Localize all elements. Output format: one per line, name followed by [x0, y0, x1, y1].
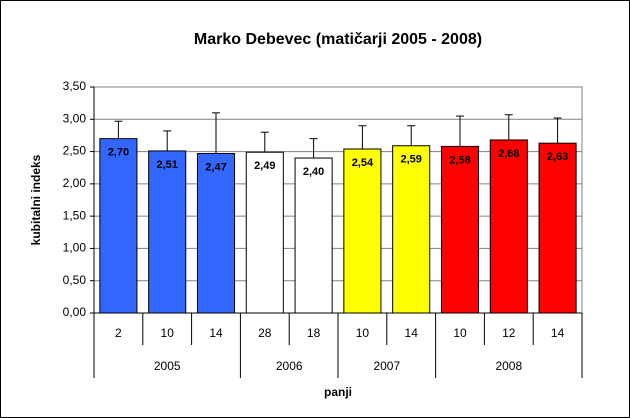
value-label: 2,59: [400, 154, 421, 166]
bar: [148, 150, 187, 314]
y-tick-label: 3,50: [63, 79, 87, 93]
x-tick-label: 10: [161, 326, 175, 340]
x-tick-label: 14: [405, 326, 419, 340]
x-tick-label: 10: [453, 326, 467, 340]
chart-title: Marko Debevec (matičarji 2005 - 2008): [194, 31, 482, 48]
bar: [99, 138, 138, 314]
bar: [440, 145, 480, 314]
group-label: 2008: [495, 359, 522, 373]
value-label: 2,70: [108, 147, 129, 159]
y-tick-label: 3,00: [63, 111, 87, 125]
bar: [538, 142, 577, 314]
x-tick-label: 10: [356, 326, 370, 340]
bar: [392, 145, 431, 314]
y-tick-label: 1,50: [63, 208, 87, 222]
x-tick-label: 18: [307, 326, 321, 340]
value-label: 2,49: [254, 160, 275, 172]
group-label: 2006: [276, 359, 303, 373]
bar: [294, 157, 333, 314]
bar: [489, 139, 528, 314]
y-tick-label: 1,00: [63, 241, 87, 255]
x-tick-label: 14: [209, 326, 223, 340]
group-label: 2007: [373, 359, 400, 373]
y-tick-label: 0,50: [63, 273, 87, 287]
x-axis-title: panji: [324, 385, 352, 399]
value-label: 2,51: [156, 159, 177, 171]
value-label: 2,63: [547, 151, 568, 163]
x-tick-label: 28: [258, 326, 272, 340]
value-label: 2,47: [205, 161, 226, 173]
x-tick-label: 2: [115, 326, 122, 340]
x-tick-label: 12: [502, 326, 516, 340]
group-label: 2005: [154, 359, 181, 373]
y-tick-label: 2,00: [63, 176, 87, 190]
y-axis-title: kubitalni indeks: [29, 154, 43, 245]
value-label: 2,40: [303, 166, 324, 178]
bar: [196, 153, 236, 314]
y-tick-label: 0,00: [63, 305, 87, 319]
value-label: 2,54: [352, 157, 374, 169]
y-tick-label: 2,50: [63, 144, 87, 158]
value-label: 2,68: [498, 148, 519, 160]
bar: [245, 151, 284, 314]
x-tick-label: 14: [551, 326, 565, 340]
value-label: 2,58: [449, 154, 470, 166]
bar: [343, 148, 382, 314]
